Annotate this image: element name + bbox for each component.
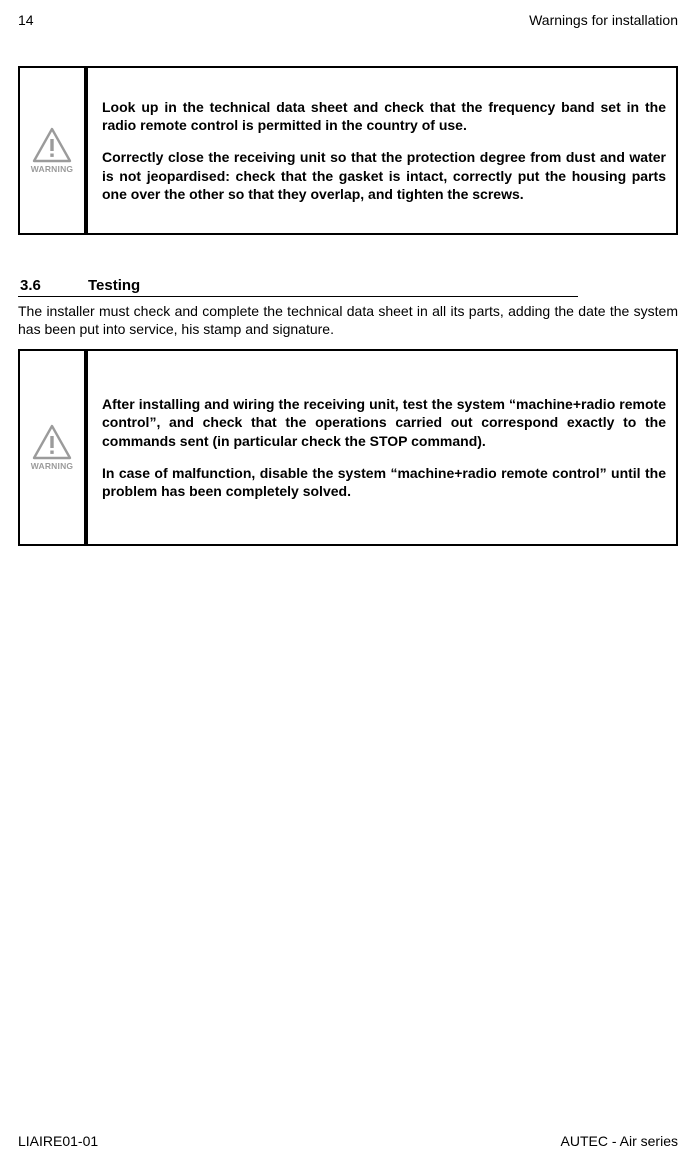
warning-box-2: WARNING After installing and wiring the … bbox=[18, 349, 678, 546]
page-number: 14 bbox=[18, 12, 34, 28]
section-title: Testing bbox=[88, 277, 140, 294]
section-body-text: The installer must check and complete th… bbox=[18, 303, 678, 339]
warning-box-1: WARNING Look up in the technical data sh… bbox=[18, 66, 678, 235]
warning-label: WARNING bbox=[31, 164, 73, 174]
warning-text-2: After installing and wiring the receivin… bbox=[88, 351, 676, 544]
warning-paragraph: After installing and wiring the receivin… bbox=[102, 395, 666, 450]
page-header: 14 Warnings for installation bbox=[18, 12, 678, 28]
warning-icon-cell: WARNING bbox=[20, 351, 88, 544]
section-heading: 3.6 Testing bbox=[18, 277, 678, 294]
warning-paragraph: Correctly close the receiving unit so th… bbox=[102, 148, 666, 203]
warning-paragraph: Look up in the technical data sheet and … bbox=[102, 98, 666, 134]
warning-text-1: Look up in the technical data sheet and … bbox=[88, 68, 676, 233]
warning-triangle-icon bbox=[32, 424, 72, 460]
warning-icon-cell: WARNING bbox=[20, 68, 88, 233]
document-page: 14 Warnings for installation WARNING Loo… bbox=[0, 0, 696, 1163]
chapter-title: Warnings for installation bbox=[529, 12, 678, 28]
warning-paragraph: In case of malfunction, disable the syst… bbox=[102, 464, 666, 500]
section-number: 3.6 bbox=[18, 277, 88, 294]
footer-product: AUTEC - Air series bbox=[561, 1133, 678, 1149]
warning-triangle-icon bbox=[32, 127, 72, 163]
warning-label: WARNING bbox=[31, 461, 73, 471]
section-underline bbox=[18, 296, 578, 298]
page-footer: LIAIRE01-01 AUTEC - Air series bbox=[18, 1133, 678, 1149]
footer-doc-id: LIAIRE01-01 bbox=[18, 1133, 98, 1149]
